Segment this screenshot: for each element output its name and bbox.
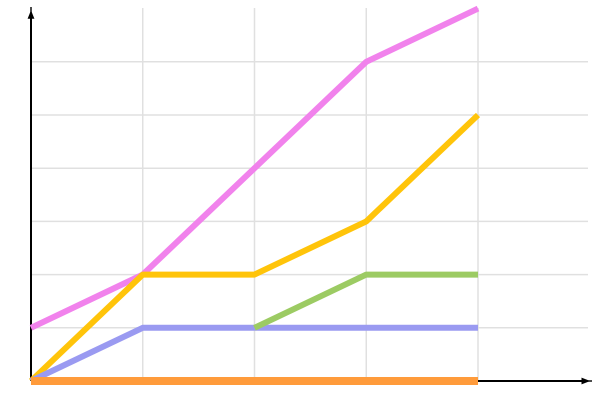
series-violet-line: [29, 5, 480, 331]
y-axis: [27, 7, 35, 381]
series-gold-line: [28, 112, 481, 384]
series-yellowgreen-line: [253, 271, 478, 331]
y-axis-arrow-icon: [27, 10, 35, 19]
series-violet: [29, 5, 480, 331]
series-gold: [28, 112, 481, 384]
x-axis-arrow-icon: [581, 377, 591, 385]
series-yellowgreen: [253, 271, 478, 331]
